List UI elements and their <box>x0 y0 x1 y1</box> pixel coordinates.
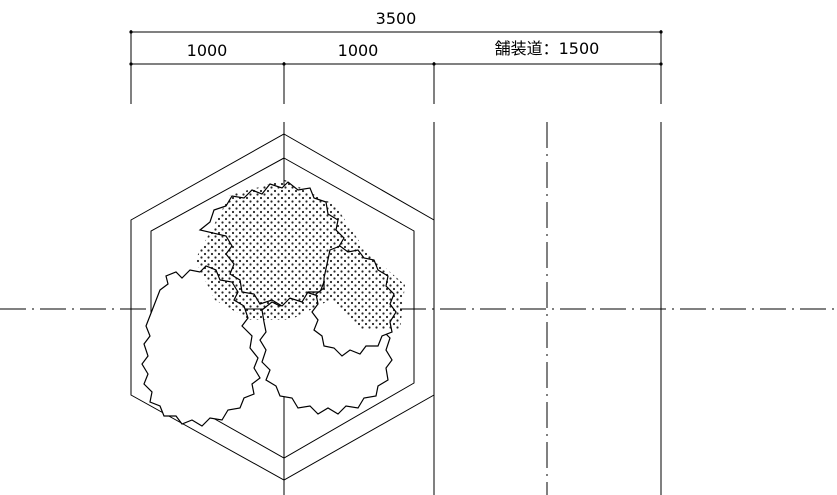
pavement-lines <box>433 122 662 495</box>
dimension-total-label: 3500 <box>376 9 417 28</box>
dimension-lines <box>129 30 663 104</box>
hexagonal-planting-pit <box>130 133 435 481</box>
dimension-pavement-label: 舗装道：1500 <box>495 39 600 58</box>
dimension-segment-2-label: 1000 <box>338 41 379 60</box>
tree-canopy-group <box>141 180 405 427</box>
dimension-segment-1-label: 1000 <box>187 41 228 60</box>
center-lines <box>0 122 837 495</box>
